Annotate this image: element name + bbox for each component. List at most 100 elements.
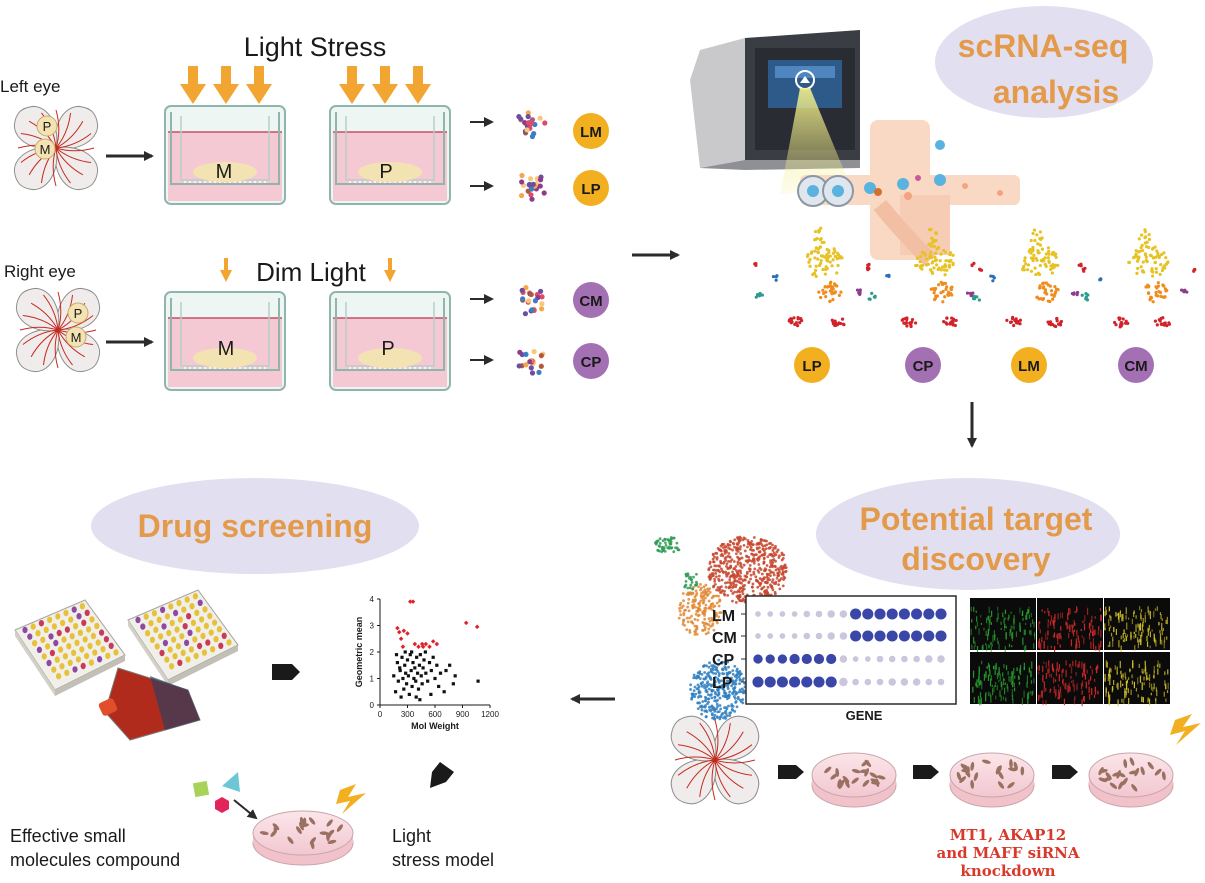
scatter-point: [476, 679, 480, 683]
effective-text-line1: Effective small: [10, 826, 126, 846]
scatter-point: [402, 687, 406, 691]
badge-cp-top: CP: [573, 343, 609, 379]
immunofluorescence-panels: [970, 598, 1170, 707]
light-stress-label: Light Stress: [244, 32, 387, 62]
culture-dish-1: [811, 752, 897, 808]
light-beam: [780, 88, 850, 195]
dot-row-cm: CM: [712, 630, 737, 647]
umap-plot-large: [654, 535, 788, 721]
scatter-point: [410, 599, 416, 604]
scatter-point: [435, 663, 439, 667]
culture-well-cm: [164, 291, 286, 391]
process-arrows: [778, 765, 1078, 779]
svg-text:LM: LM: [1018, 358, 1040, 375]
scatter-point: [407, 692, 411, 696]
badge-cp-umap: CP: [905, 347, 941, 383]
svg-text:CP: CP: [913, 358, 934, 375]
scatter-point: [393, 690, 398, 694]
scatter-x-tick-label: 900: [456, 710, 470, 719]
lightning-icon-2: [336, 784, 366, 814]
scatter-point: [404, 682, 409, 686]
scatter-point: [401, 628, 407, 634]
scatter-point: [451, 682, 455, 686]
umap-thumbnail-cm: [1077, 228, 1197, 329]
scatter-point: [395, 661, 400, 665]
svg-text:CM: CM: [579, 293, 602, 310]
scrna-title-bubble: [935, 6, 1153, 118]
scatter-point: [396, 679, 400, 683]
well-plate-1: [14, 599, 126, 696]
well-p-label-2: P: [381, 338, 394, 360]
svg-text:M: M: [40, 142, 51, 157]
scatter-point: [400, 655, 404, 659]
knockdown-line3: knockdown: [960, 862, 1055, 880]
dim-light-arrows: [220, 258, 396, 282]
culture-well-lp: [329, 105, 451, 205]
right-retina-icon: [15, 287, 101, 373]
dot-row-lp: LP: [712, 675, 733, 692]
badge-cm-top: CM: [573, 282, 609, 318]
scatter-point: [404, 671, 408, 675]
svg-text:LP: LP: [802, 358, 821, 375]
scatter-point: [398, 636, 404, 642]
scatter-point: [442, 690, 446, 694]
scatter-point: [431, 655, 435, 659]
culture-dish-3: [1088, 752, 1174, 808]
scatter-point: [438, 671, 443, 675]
scatter-point: [427, 661, 432, 665]
scatter-point: [396, 629, 402, 635]
scatter-point: [444, 668, 448, 673]
well-m-label: M: [216, 161, 233, 183]
knockdown-line2: and MAFF siRNA: [936, 844, 1079, 862]
scatter-point: [400, 644, 406, 649]
svg-text:LP: LP: [581, 181, 600, 198]
arrow-to-scatter: [272, 664, 300, 680]
lightning-icon: [1170, 714, 1201, 745]
well-p-label: P: [379, 161, 392, 183]
scatter-point: [422, 658, 426, 662]
scatter-point: [426, 679, 430, 683]
scatter-y-tick-label: 0: [370, 701, 375, 710]
knockdown-line1: MT1, AKAP12: [950, 826, 1067, 844]
dim-light-label: Dim Light: [256, 257, 367, 287]
well-m-label-2: M: [218, 338, 235, 360]
scatter-point: [429, 692, 433, 696]
scatter-point: [437, 684, 441, 689]
scatter-point: [418, 698, 422, 702]
scatter-point: [405, 658, 410, 662]
target-title-line2: discovery: [901, 541, 1051, 577]
scatter-point: [416, 644, 421, 649]
scatter-point: [406, 674, 411, 678]
tissue-markers-right: P M: [65, 302, 89, 348]
scatter-point: [405, 631, 410, 636]
culture-dish-model: [252, 810, 354, 866]
retina-flatmount-icon: [670, 715, 760, 805]
scatter-point: [430, 639, 436, 644]
scatter-point: [398, 668, 402, 673]
svg-text:P: P: [43, 119, 52, 134]
scatter-point: [423, 641, 429, 647]
scatter-point: [463, 620, 469, 626]
scatter-point: [448, 663, 452, 667]
dissociated-cells: [516, 110, 548, 376]
scatter-point: [429, 668, 433, 673]
scatter-x-label: Mol Weight: [411, 721, 459, 731]
svg-text:CP: CP: [581, 354, 602, 371]
model-text-line1: Light: [392, 826, 431, 846]
dot-row-lm: LM: [712, 608, 735, 625]
scatter-point: [399, 695, 403, 699]
scatter-point: [414, 695, 418, 699]
target-title-bubble: [816, 478, 1120, 590]
scatter-point: [419, 674, 423, 678]
culture-dish-2: [949, 752, 1035, 808]
scatter-point: [403, 650, 407, 654]
scatter-point: [392, 674, 396, 678]
light-stress-arrows: [180, 66, 431, 104]
scatter-point: [403, 663, 407, 667]
umap-thumbnail-lm: [970, 228, 1087, 329]
scatter-point: [434, 641, 440, 647]
scatter-point: [409, 668, 413, 673]
small-arrows: [470, 117, 494, 365]
